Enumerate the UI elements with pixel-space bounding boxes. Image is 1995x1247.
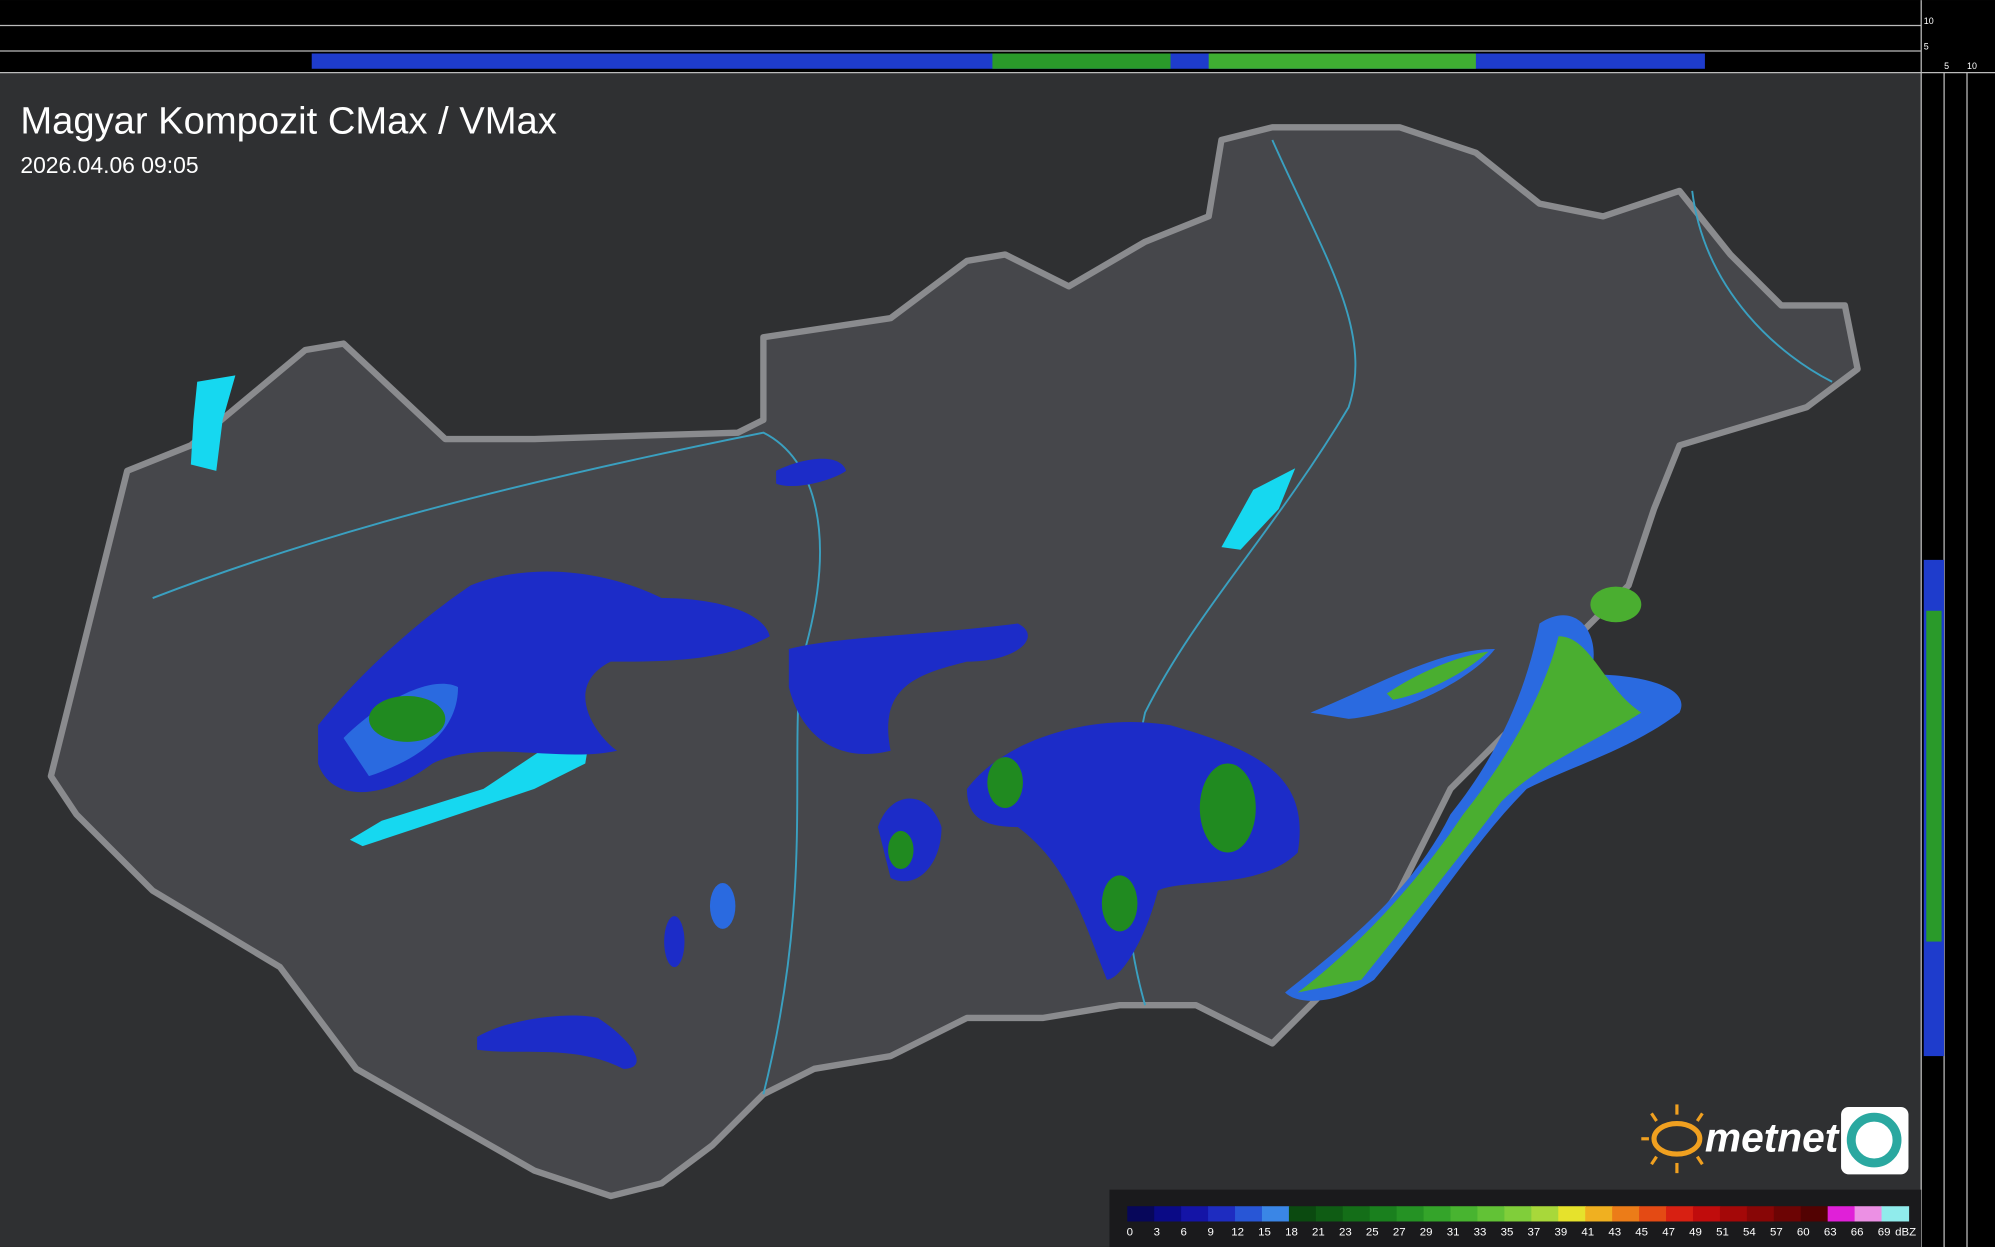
legend-swatch: [1423, 1206, 1452, 1222]
top-strip-part: [1208, 53, 1476, 69]
precipitation-part: [368, 696, 446, 742]
legend-swatch: [1585, 1206, 1613, 1222]
precipitation-part: [1590, 586, 1642, 623]
timestamp: 2026.04.06 09:05: [20, 152, 198, 178]
side-strip-part: [1926, 610, 1942, 942]
lakes-part: [190, 375, 236, 471]
legend-swatch: [1261, 1206, 1290, 1222]
legend-label: 6: [1181, 1226, 1187, 1238]
legend-label: 21: [1312, 1226, 1325, 1238]
legend-label: 18: [1285, 1226, 1298, 1238]
legend-swatch: [1881, 1206, 1910, 1222]
brand-logo: [1641, 1104, 1909, 1175]
legend-swatch: [1477, 1206, 1506, 1222]
legend-label: 35: [1501, 1226, 1514, 1238]
legend-swatch: [1773, 1206, 1802, 1222]
precipitation-part: [987, 757, 1023, 808]
legend-label: 29: [1420, 1226, 1433, 1238]
legend-swatch: [1154, 1206, 1182, 1222]
legend-swatch: [1127, 1206, 1155, 1222]
legend-swatch: [1315, 1206, 1344, 1222]
legend-label: 15: [1258, 1226, 1271, 1238]
top-strip-part: [992, 53, 1171, 69]
precipitation-part: [709, 883, 736, 929]
legend-swatch: [1342, 1206, 1371, 1222]
lakes: [190, 375, 1296, 847]
legend-label: 66: [1851, 1226, 1864, 1238]
legend-swatch: [1666, 1206, 1694, 1222]
legend-swatch: [1235, 1206, 1263, 1222]
legend-swatch: [1450, 1206, 1479, 1222]
side-scale-label: 10: [1967, 61, 1977, 71]
legend-swatch: [1827, 1206, 1856, 1222]
brand-logo-part: [1651, 1120, 1703, 1157]
legend-swatch: [1800, 1206, 1829, 1222]
legend-label: 54: [1743, 1226, 1756, 1238]
legend-swatch: [1208, 1206, 1236, 1222]
side-scale-label: 5: [1944, 61, 1949, 71]
side-scale-label: 10: [1924, 16, 1934, 26]
map-title: Magyar Kompozit CMax / VMax: [20, 100, 556, 143]
legend-swatch: [1612, 1206, 1640, 1222]
legend-swatch: [1369, 1206, 1398, 1222]
precipitation-part: [1386, 651, 1489, 700]
brand-logo-part: [1641, 1104, 1704, 1174]
legend-swatch: [1719, 1206, 1748, 1222]
legend-label: 49: [1689, 1226, 1702, 1238]
lakes-part: [1221, 468, 1296, 550]
precipitation-part: [776, 458, 847, 487]
precipitation-part: [1199, 763, 1256, 853]
legend-label: 0: [1127, 1226, 1133, 1238]
legend-swatch: [1531, 1206, 1559, 1222]
legend-label: 25: [1366, 1226, 1379, 1238]
legend-label: 23: [1339, 1226, 1352, 1238]
legend-label: 63: [1824, 1226, 1837, 1238]
legend-label: 3: [1154, 1226, 1160, 1238]
precipitation-part: [1101, 875, 1138, 932]
legend-swatch: [1639, 1206, 1667, 1222]
legend-swatch: [1396, 1206, 1425, 1222]
brand-logo-part: [1846, 1112, 1902, 1168]
lakes-part: [349, 725, 592, 847]
brand-name: metnet: [1705, 1115, 1840, 1161]
legend-swatch: [1504, 1206, 1532, 1222]
precipitation-part: [1297, 636, 1642, 993]
legend-swatch: [1746, 1206, 1775, 1222]
legend-swatch: [1288, 1206, 1317, 1222]
legend-label: 45: [1635, 1226, 1648, 1238]
precipitation-part: [888, 830, 914, 870]
legend-label: 37: [1528, 1226, 1541, 1238]
legend-label: 27: [1393, 1226, 1406, 1238]
side-scale-label: 5: [1924, 42, 1929, 52]
rivers-part: [1691, 190, 1833, 383]
top-strip: [0, 0, 1922, 74]
legend-label: 51: [1716, 1226, 1729, 1238]
precipitation-part: [664, 916, 685, 968]
legend-label: 47: [1662, 1226, 1675, 1238]
legend-label: 69: [1878, 1226, 1891, 1238]
legend-label: 9: [1207, 1226, 1213, 1238]
legend-label: 39: [1554, 1226, 1567, 1238]
legend-swatch: [1854, 1206, 1883, 1222]
legend-label: 33: [1474, 1226, 1487, 1238]
legend-label: 60: [1797, 1226, 1810, 1238]
precipitation-part: [477, 1015, 637, 1069]
legend-label: 31: [1447, 1226, 1460, 1238]
side-strip: [1920, 0, 1995, 1247]
legend-swatch: [1692, 1206, 1721, 1222]
legend-unit: dBZ: [1895, 1226, 1916, 1238]
legend-label: 41: [1581, 1226, 1594, 1238]
legend-label: 12: [1231, 1226, 1244, 1238]
legend: 0 3 6 9 12 15 18 21 23 25 27 29 31 33 35 37 39 41 43 45 47 49…: [1127, 1206, 1916, 1238]
legend-swatch: [1181, 1206, 1209, 1222]
legend-label: 57: [1770, 1226, 1783, 1238]
precipitation-part: [788, 623, 1028, 754]
legend-label: 43: [1608, 1226, 1621, 1238]
legend-swatch: [1558, 1206, 1586, 1222]
precipitation: [318, 458, 1682, 1069]
